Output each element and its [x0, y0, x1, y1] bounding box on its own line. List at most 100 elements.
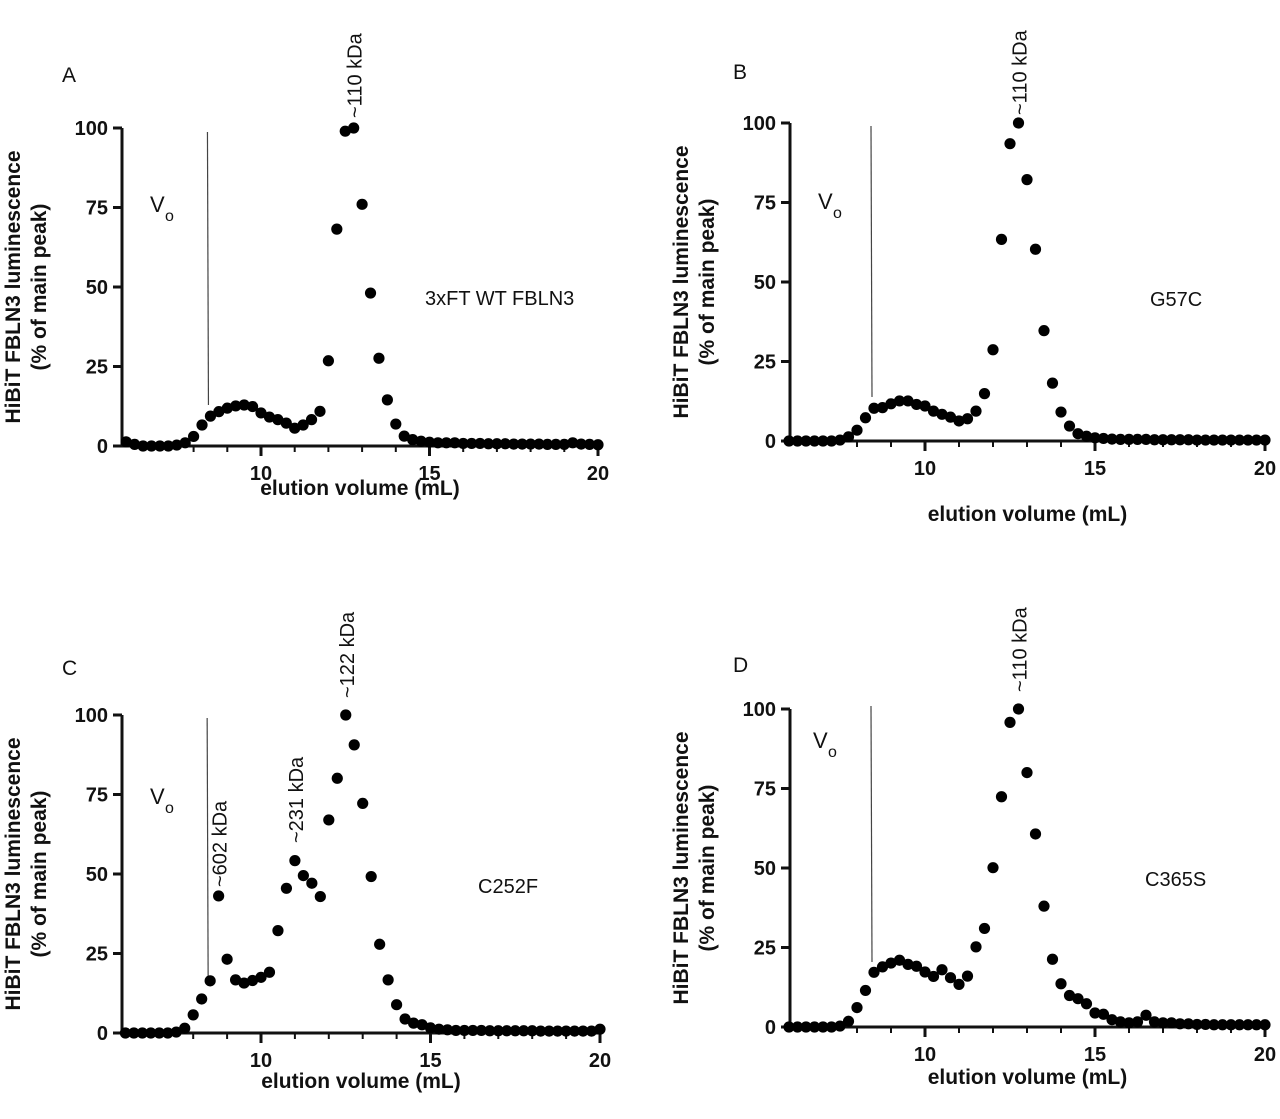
data-point: [594, 1023, 606, 1035]
x-tick-label: 20: [589, 1050, 611, 1072]
data-point: [936, 408, 948, 420]
data-point: [306, 877, 318, 889]
y-tick-label: 75: [754, 779, 776, 801]
void-volume-line: [206, 717, 209, 983]
data-point: [381, 394, 393, 406]
data-point: [927, 405, 940, 417]
data-point: [978, 922, 991, 935]
data-point: [137, 440, 149, 452]
data-point: [221, 402, 233, 414]
data-point: [458, 1024, 470, 1037]
data-point: [885, 957, 897, 969]
data-point: [467, 1024, 479, 1037]
data-point: [492, 1025, 504, 1037]
data-point: [558, 438, 570, 451]
data-point: [119, 1027, 131, 1039]
data-point: [145, 440, 158, 452]
data-point: [825, 1021, 838, 1033]
data-point: [424, 1022, 437, 1034]
data-point: [936, 964, 948, 976]
panel-b: 0 25 50 75 100 10 15 20 elution volume (mL) HiBiT…: [670, 29, 1276, 526]
data-point: [583, 438, 596, 451]
x-axis-label: elution volume (mL): [928, 503, 1128, 526]
data-point: [1123, 1017, 1135, 1029]
data-point: [289, 855, 301, 867]
void-subscript: o: [165, 800, 174, 817]
x-tick-label: 10: [914, 458, 936, 480]
data-point: [1165, 434, 1178, 446]
y-tick-label: 25: [754, 938, 776, 960]
data-point: [229, 974, 242, 986]
data-point: [577, 1025, 589, 1037]
void-label: V: [150, 192, 165, 217]
data-point: [987, 862, 999, 874]
data-point: [289, 422, 301, 434]
x-axis-label: elution volume (mL): [928, 1066, 1128, 1089]
x-axis-label: elution volume (mL): [261, 1070, 461, 1093]
data-point: [1157, 1017, 1169, 1029]
data-point: [499, 438, 511, 450]
void-volume-line: [206, 131, 210, 406]
data-point: [475, 1024, 487, 1037]
panel-letter: B: [733, 61, 747, 84]
x-tick-label: 10: [914, 1044, 936, 1066]
data-point: [272, 414, 284, 426]
y-tick-label: 50: [754, 272, 776, 294]
data-point: [407, 434, 419, 446]
data-point: [314, 890, 326, 903]
sample-label: G57C: [1150, 289, 1202, 311]
data-point: [902, 958, 914, 970]
void-label: V: [813, 728, 828, 753]
data-point: [221, 953, 233, 965]
data-point: [568, 1025, 581, 1037]
data-point: [501, 1025, 513, 1037]
data-point: [162, 1027, 174, 1039]
data-point: [910, 398, 923, 411]
data-point: [188, 430, 200, 443]
data-point: [919, 400, 931, 412]
y-tick-label: 75: [86, 198, 108, 220]
data-point: [834, 1020, 846, 1032]
data-point: [560, 1025, 572, 1037]
data-point: [331, 772, 343, 784]
y-tick-label: 0: [765, 431, 776, 453]
data-point: [120, 436, 132, 448]
data-point: [1259, 434, 1271, 446]
data-point: [526, 1025, 538, 1037]
void-label: V: [818, 189, 833, 214]
data-point: [885, 398, 897, 410]
data-point: [373, 352, 385, 364]
data-point: [415, 435, 427, 447]
panel-a: 0 25 50 75 100 10 15 20 elution volume (mL) HiBiT…: [2, 32, 609, 500]
data-point: [1063, 420, 1076, 432]
data-point: [876, 402, 889, 414]
data-point: [238, 977, 250, 989]
panel-c: 0 25 50 75 100 10 15 20 elution volume (mL) HiBiT…: [2, 611, 611, 1093]
data-point: [246, 974, 259, 987]
data-point: [432, 437, 444, 449]
data-point: [340, 709, 352, 721]
x-tick-label: 10: [250, 463, 272, 485]
data-point: [348, 739, 360, 751]
sample-label: C252F: [478, 876, 538, 898]
data-point: [1012, 117, 1025, 129]
void-subscript: o: [165, 208, 174, 225]
data-point: [575, 438, 587, 450]
data-point: [357, 797, 369, 810]
data-point: [339, 125, 351, 137]
data-point: [585, 1025, 598, 1037]
data-point: [834, 434, 846, 446]
data-point: [440, 437, 452, 449]
data-point: [305, 414, 318, 426]
y-tick-label: 0: [97, 1023, 108, 1045]
data-point: [129, 438, 141, 451]
y-axis-label: HiBiT FBLN3 luminescence: [670, 145, 693, 418]
data-point: [535, 1025, 547, 1037]
data-point: [783, 435, 795, 447]
y-tick-label: 100: [743, 699, 776, 721]
data-point: [842, 431, 855, 443]
data-point: [987, 344, 999, 356]
data-point: [1174, 1018, 1186, 1030]
data-point: [859, 412, 872, 424]
data-point: [441, 1024, 454, 1036]
